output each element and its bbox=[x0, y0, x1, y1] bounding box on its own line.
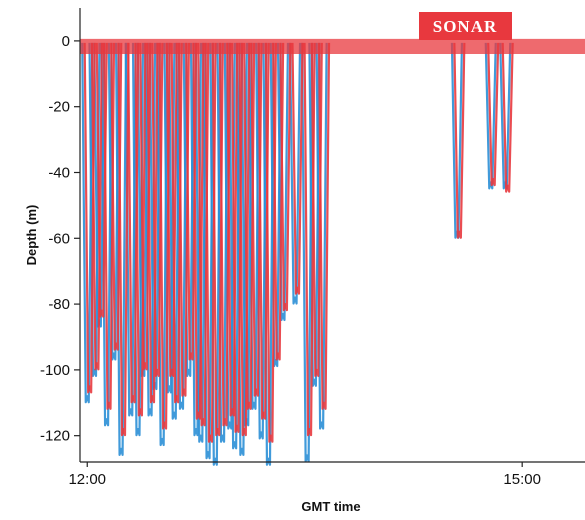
dive-trace-red bbox=[501, 42, 514, 193]
y-tick-label: -80 bbox=[48, 296, 70, 313]
dive-trace-red bbox=[110, 42, 123, 351]
dive-trace-blue bbox=[168, 42, 181, 420]
dive-trace-red bbox=[151, 42, 164, 377]
dive-trace-red bbox=[170, 42, 183, 404]
dive-trace-red bbox=[230, 42, 244, 433]
dive-trace-red bbox=[158, 42, 171, 430]
y-ticks: 0 -20 -40 -60 -80 -100 -120 bbox=[40, 33, 80, 445]
x-axis-label: GMT time bbox=[301, 499, 360, 514]
dive-trace-red bbox=[264, 42, 277, 443]
dive-trace-red bbox=[211, 42, 224, 437]
dive-trace-red bbox=[127, 42, 140, 404]
sonar-badge bbox=[419, 12, 512, 40]
dive-trace-red bbox=[317, 42, 331, 410]
dive-trace-red bbox=[291, 42, 304, 295]
dive-trace-blue bbox=[228, 42, 241, 450]
dive-trace-red bbox=[185, 42, 198, 361]
x-tick-label: 12:00 bbox=[68, 471, 106, 488]
y-tick-label: -20 bbox=[48, 99, 70, 116]
surface-band bbox=[80, 38, 585, 55]
dive-trace-red bbox=[279, 42, 292, 312]
dive-trace-red bbox=[197, 42, 210, 427]
dive-trace-red bbox=[487, 42, 500, 187]
dive-trace-red bbox=[257, 42, 270, 420]
dive-trace-red bbox=[177, 42, 190, 397]
x-ticks: 12:00 15:00 bbox=[68, 462, 541, 488]
dive-trace-red bbox=[83, 42, 96, 394]
plot-area bbox=[80, 38, 585, 466]
dive-trace-blue bbox=[124, 42, 137, 417]
dive-trace-blue bbox=[194, 42, 207, 443]
dive-trace-red bbox=[204, 42, 217, 443]
y-axis-label: Depth (m) bbox=[24, 205, 39, 266]
dive-trace-red bbox=[95, 42, 108, 318]
dive-trace-blue bbox=[301, 42, 314, 463]
dive-trace-red bbox=[218, 42, 232, 427]
dive-trace-red bbox=[303, 42, 316, 437]
dive-trace-red bbox=[453, 42, 466, 239]
y-tick-label: -40 bbox=[48, 164, 70, 181]
dive-trace-red bbox=[243, 42, 256, 410]
dive-trace-red bbox=[310, 42, 323, 377]
dive-trace-red bbox=[250, 42, 263, 397]
y-tick-label: -120 bbox=[40, 428, 70, 445]
dive-trace-red bbox=[272, 42, 285, 361]
sonar-badge-label: SONAR bbox=[433, 17, 498, 36]
dive-trace-red bbox=[117, 42, 130, 437]
x-tick-label: 15:00 bbox=[503, 471, 541, 488]
dive-trace-blue bbox=[81, 42, 94, 404]
y-tick-label: -60 bbox=[48, 230, 70, 247]
dive-trace-red bbox=[102, 42, 116, 410]
dive-trace-blue bbox=[288, 42, 302, 305]
y-tick-label: 0 bbox=[62, 33, 70, 50]
y-tick-label: -100 bbox=[40, 362, 70, 379]
dive-trace-red bbox=[139, 42, 152, 371]
